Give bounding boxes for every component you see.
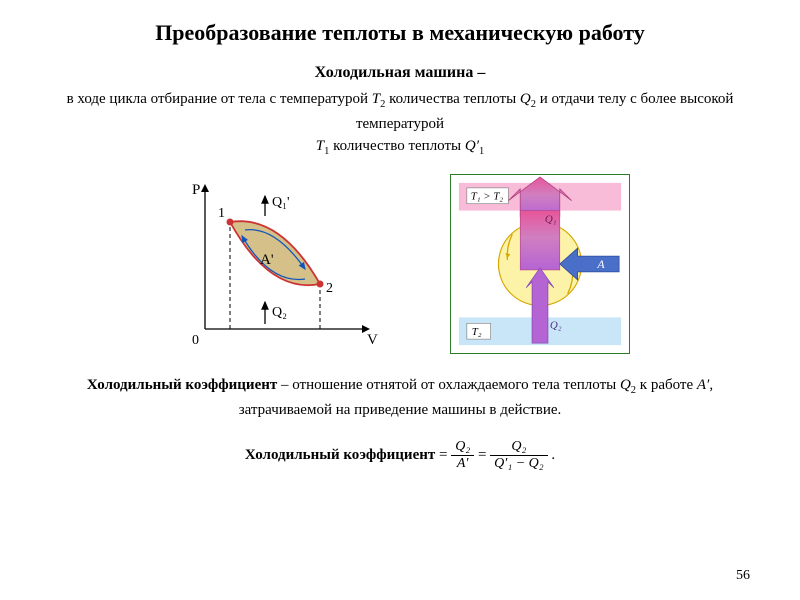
q1-flow-label: Q₁ xyxy=(545,213,557,225)
point1-label: 1 xyxy=(218,206,225,221)
page-title: Преобразование теплоты в механическую ра… xyxy=(40,20,760,46)
t2-label: T₂ xyxy=(472,326,482,338)
pv-diagram: P V 0 1 2 Q₁' Q₂ A' xyxy=(170,174,380,354)
description: в ходе цикла отбирание от тела с темпера… xyxy=(40,88,760,160)
origin-label: 0 xyxy=(192,333,199,348)
point2-label: 2 xyxy=(326,281,333,296)
v-axis-label: V xyxy=(367,332,378,348)
flow-diagram: T₁ > T₂ T₂ Q₁ Q₂ A xyxy=(450,174,630,354)
page-number: 56 xyxy=(736,568,750,584)
formula: Холодильный коэффициент = Q₂ A′ = Q₂ Q′₁… xyxy=(40,439,760,472)
coefficient-definition: Холодильный коэффициент – отношение отня… xyxy=(40,374,760,421)
diagram-row: P V 0 1 2 Q₁' Q₂ A' xyxy=(40,174,760,354)
aprime-label: A' xyxy=(260,252,274,268)
q2-flow-label: Q₂ xyxy=(550,319,562,331)
subtitle: Холодильная машина – xyxy=(40,64,760,82)
a-flow-label: A xyxy=(596,257,605,271)
q1-label: Q₁' xyxy=(272,195,290,210)
q2-label: Q₂ xyxy=(272,305,287,320)
t1gt-label: T₁ > T₂ xyxy=(471,191,504,203)
p-axis-label: P xyxy=(192,182,200,198)
